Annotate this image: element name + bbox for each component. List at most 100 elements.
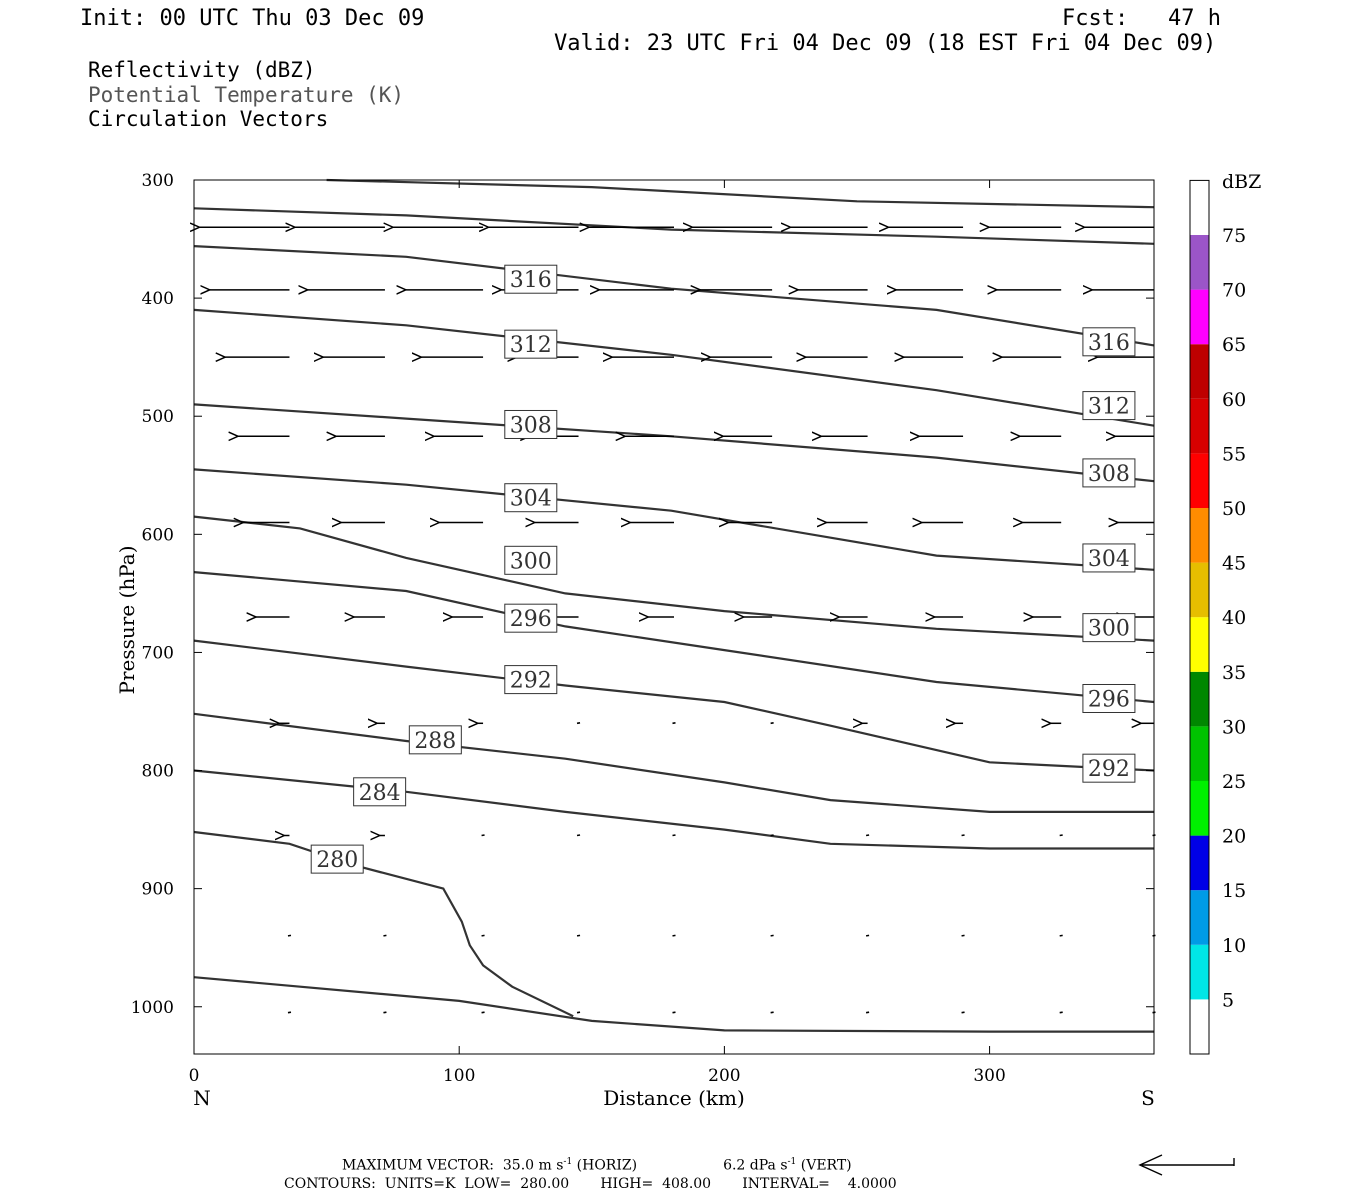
colorbar-bin	[1190, 180, 1209, 235]
contour-label-text: 316	[1088, 331, 1130, 356]
circulation-vector	[672, 934, 676, 937]
colorbar-bin	[1190, 835, 1209, 891]
x-tick-label: 100	[443, 1066, 475, 1086]
circulation-vector	[770, 1011, 774, 1014]
contour-label: 308	[1082, 458, 1136, 488]
circulation-vector	[961, 934, 965, 937]
contour-label: 312	[504, 329, 558, 359]
max-vector-note: MAXIMUM VECTOR: 35.0 m s-1 (HORIZ) 6.2 dP…	[342, 1157, 852, 1174]
circulation-vector	[576, 1011, 581, 1014]
circulation-vector	[865, 934, 870, 937]
contour-label-text: 312	[1088, 395, 1130, 420]
colorbar-label: 45	[1222, 553, 1246, 575]
plot-frame	[193, 179, 1155, 1055]
circulation-vector	[1059, 834, 1063, 837]
colorbar-bin	[1190, 726, 1209, 781]
contour-label: 300	[1082, 613, 1136, 643]
field-potential-temperature: Potential Temperature (K)	[88, 83, 405, 107]
contour-label: 292	[1082, 753, 1136, 783]
colorbar-bin	[1190, 344, 1209, 399]
contour-label-text: 300	[510, 549, 552, 574]
colorbar-bin	[1190, 289, 1209, 345]
circulation-vector	[481, 934, 485, 937]
isentrope-308	[193, 403, 1155, 483]
contour-label: 316	[1082, 327, 1136, 357]
colorbar-bin	[1190, 999, 1209, 1054]
isentrope-300	[193, 515, 1155, 642]
colorbar-bin	[1190, 235, 1209, 290]
contour-label-text: 308	[510, 413, 552, 438]
contour-label: 308	[504, 409, 558, 439]
colorbar-label: 70	[1222, 280, 1246, 302]
init-time: Init: 00 UTC Thu 03 Dec 09	[80, 6, 425, 31]
colorbar-label: 10	[1222, 935, 1246, 957]
circulation-vector	[576, 722, 581, 725]
contour-label: 288	[408, 725, 462, 755]
isentrope-284	[193, 769, 1154, 850]
contour-label-text: 316	[510, 268, 552, 293]
colorbar-label: 20	[1222, 826, 1246, 848]
contour-label-text: 280	[316, 848, 358, 873]
contour-label: 300	[504, 545, 558, 575]
contour-label-text: 300	[1088, 617, 1130, 642]
circulation-vector	[961, 1011, 965, 1014]
x-end-label-north: N	[193, 1086, 211, 1110]
y-tick-label: 600	[142, 525, 174, 545]
x-tick-label: 300	[973, 1066, 1005, 1086]
circulation-vector	[481, 834, 485, 837]
circulation-vector	[1059, 934, 1063, 937]
colorbar-bin	[1190, 671, 1209, 727]
colorbar-label: 40	[1222, 607, 1246, 629]
circulation-vector	[770, 834, 774, 837]
colorbar-bin	[1190, 508, 1209, 563]
colorbar-frame	[1189, 179, 1210, 1055]
colorbar-bin	[1190, 398, 1209, 454]
contour-label-text: 304	[1088, 547, 1130, 572]
colorbar-label: 65	[1222, 334, 1246, 356]
contour-label-text: 296	[510, 607, 552, 632]
colorbar-label: 30	[1222, 716, 1246, 738]
circulation-vector	[1059, 1011, 1063, 1014]
x-axis-title: Distance (km)	[603, 1086, 745, 1110]
colorbar-label: 25	[1222, 771, 1246, 793]
contour-label: 304	[504, 483, 558, 513]
y-axis-title: Pressure (hPa)	[115, 546, 139, 695]
colorbar-bin	[1190, 944, 1209, 1000]
isentrope-304	[193, 468, 1155, 571]
isentrope-292	[193, 639, 1155, 772]
colorbar-label: 50	[1222, 498, 1246, 520]
contour-label: 284	[353, 777, 407, 807]
contour-label: 316	[504, 264, 558, 294]
contour-label-text: 296	[1088, 687, 1130, 712]
contour-label: 296	[1082, 683, 1136, 713]
reference-vector-icon	[1138, 1154, 1235, 1176]
circulation-vector	[672, 1011, 676, 1014]
x-tick-label: 0	[189, 1066, 200, 1086]
contour-label: 292	[504, 665, 558, 695]
circulation-vector	[383, 934, 387, 937]
contour-label: 304	[1082, 543, 1136, 573]
contour-label-text: 304	[510, 487, 552, 512]
isentrope-312	[193, 308, 1155, 427]
circulation-vector	[961, 834, 965, 837]
contour-label-text: 292	[1088, 757, 1130, 782]
contour-label-text: 288	[414, 729, 456, 754]
contour-label: 280	[310, 844, 364, 874]
colorbar-bin	[1190, 453, 1209, 508]
y-tick-label: 900	[142, 880, 174, 900]
isentrope-280	[193, 976, 1154, 1033]
y-tick-label: 500	[142, 407, 174, 427]
circulation-vector	[287, 934, 292, 937]
circulation-vector	[287, 1011, 292, 1014]
circulation-vector	[576, 834, 581, 837]
contours-note: CONTOURS: UNITS=K LOW= 280.00 HIGH= 408.…	[284, 1176, 897, 1192]
colorbar-label: 60	[1222, 389, 1246, 411]
y-tick-label: 700	[142, 643, 174, 663]
y-tick-label: 800	[142, 762, 174, 782]
y-tick-label: 1000	[131, 998, 174, 1018]
colorbar-bin	[1190, 617, 1209, 672]
colorbar-unit: dBZ	[1222, 171, 1261, 193]
circulation-vector	[481, 1011, 485, 1014]
colorbar-bin	[1190, 781, 1209, 836]
contour-label-text: 284	[359, 781, 401, 806]
